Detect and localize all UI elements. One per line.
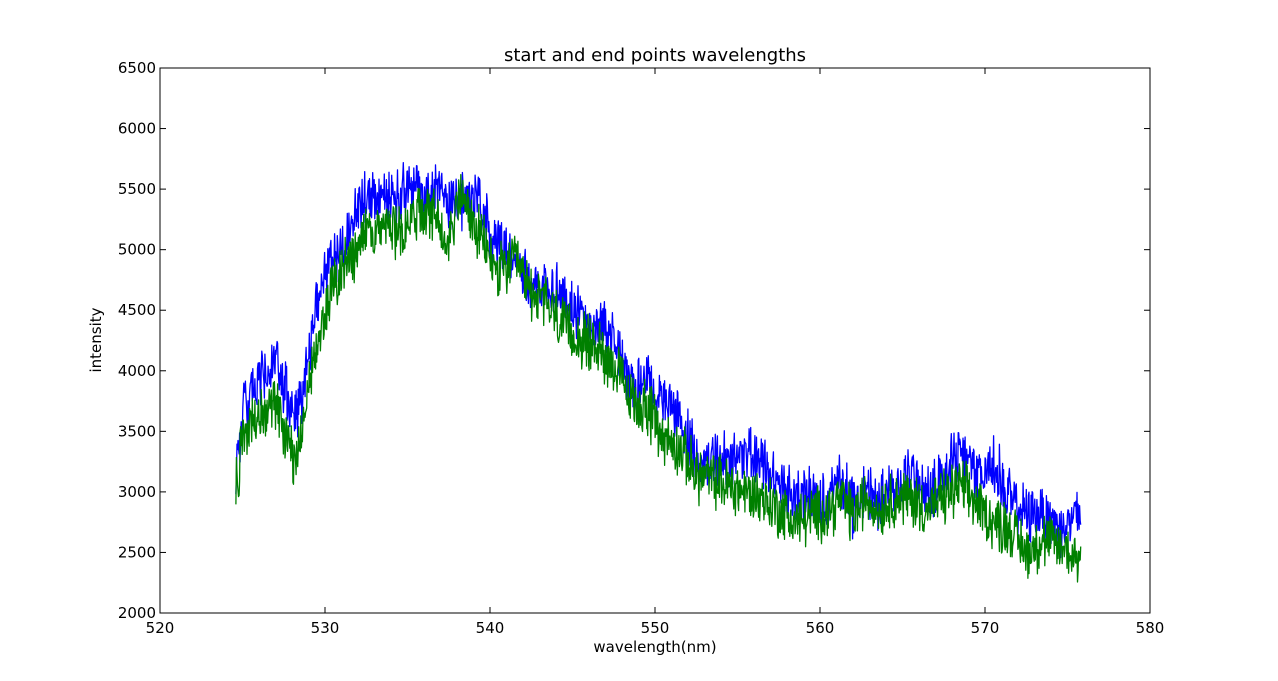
x-tick-label: 520 <box>146 619 175 637</box>
series-line-2 <box>235 174 1082 583</box>
y-tick-label: 6500 <box>118 59 156 77</box>
series-lines <box>235 162 1082 583</box>
y-tick-label: 2000 <box>118 604 156 622</box>
chart-title: start and end points wavelengths <box>504 45 806 66</box>
x-tick-label: 580 <box>1136 619 1165 637</box>
x-tick-label: 530 <box>311 619 340 637</box>
x-axis-ticks: 520 530 540 550 560 570 580 <box>146 68 1165 637</box>
y-tick-label: 6000 <box>118 120 156 138</box>
x-axis-label: wavelength(nm) <box>593 638 716 656</box>
y-axis-ticks: 2000 2500 3000 3500 4000 4500 5000 5500 6000 6500 <box>118 59 1150 622</box>
x-tick-label: 550 <box>641 619 670 637</box>
y-tick-label: 5500 <box>118 180 156 198</box>
x-tick-label: 560 <box>806 619 835 637</box>
y-axis-label: intensity <box>87 307 105 372</box>
y-tick-label: 5000 <box>118 241 156 259</box>
y-tick-label: 3000 <box>118 483 156 501</box>
y-tick-label: 4000 <box>118 362 156 380</box>
y-tick-label: 4500 <box>118 301 156 319</box>
y-tick-label: 3500 <box>118 422 156 440</box>
series-line-1 <box>235 162 1082 559</box>
y-tick-label: 2500 <box>118 543 156 561</box>
x-tick-label: 540 <box>476 619 505 637</box>
x-tick-label: 570 <box>971 619 1000 637</box>
